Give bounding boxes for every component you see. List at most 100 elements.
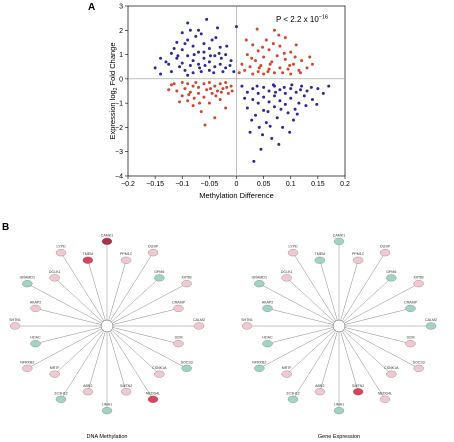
data-point-0 [267, 100, 271, 104]
data-point-1 [229, 84, 233, 88]
network-edge [106, 252, 154, 327]
network-node [193, 322, 205, 330]
x-tick-label: 0.05 [257, 181, 271, 188]
data-point-1 [299, 71, 303, 75]
network-hub-node [332, 319, 346, 333]
data-point-1 [186, 99, 190, 103]
data-point-1 [288, 64, 292, 67]
data-point-1 [214, 94, 218, 98]
network-node-label: SCM [406, 336, 414, 340]
data-point-1 [224, 81, 228, 84]
scatter-chart: −0.2 −0.15 −0.1 −0.05 0 0.05 0.1 0.15 0.2 −4 −3 −2… [108, 4, 350, 201]
data-point-0 [194, 34, 198, 38]
network-node-label: CALM2 [193, 318, 205, 322]
data-point-0 [278, 99, 282, 103]
network-edge [54, 325, 108, 375]
data-point-1 [199, 110, 203, 114]
data-point-0 [205, 17, 209, 21]
network-edge [259, 325, 340, 369]
data-point-0 [159, 72, 163, 76]
data-point-0 [290, 83, 294, 87]
data-point-0 [214, 36, 218, 40]
data-point-1 [277, 33, 281, 37]
network-edge [267, 308, 340, 327]
network-node-label: CALM2 [425, 318, 437, 322]
network-node-label: NEDD4L [378, 391, 392, 395]
data-point-1 [275, 54, 279, 58]
network-edge [87, 325, 108, 392]
network-node [262, 340, 273, 348]
data-point-0 [218, 45, 222, 49]
network-edge [35, 325, 108, 344]
data-point-0 [251, 87, 255, 91]
data-point-0 [316, 87, 320, 91]
network-edge [338, 325, 411, 344]
data-point-0 [282, 85, 286, 89]
data-point-0 [253, 113, 257, 117]
data-point-0 [207, 68, 211, 72]
network-edge [106, 308, 179, 327]
data-point-0 [180, 61, 184, 65]
network-title-dna-methylation: DNA Methylation [87, 434, 128, 440]
data-point-0 [256, 101, 260, 105]
data-point-0 [213, 65, 217, 69]
network-node [55, 395, 67, 403]
network-node-label: HDAC [262, 336, 273, 340]
network-node [314, 256, 325, 264]
network-node [154, 274, 165, 282]
data-point-0 [186, 38, 190, 42]
data-point-0 [178, 65, 182, 69]
data-point-0 [216, 26, 220, 30]
data-point-1 [283, 57, 287, 61]
data-point-0 [266, 110, 270, 114]
network-node [379, 395, 391, 403]
data-point-0 [262, 85, 266, 89]
network-node-label: TMEM [83, 252, 94, 256]
data-point-0 [315, 102, 319, 106]
y-axis-ticks: −4 −3 −2 −1 0 1 2 3 [115, 4, 128, 181]
network-node [30, 340, 41, 348]
data-point-0 [202, 42, 206, 46]
data-point-0 [188, 28, 192, 32]
network-edge [338, 325, 419, 369]
network-edge [338, 252, 386, 327]
data-point-0 [294, 90, 298, 94]
data-point-0 [217, 51, 221, 55]
data-point-0 [305, 89, 309, 93]
data-point-1 [244, 38, 248, 42]
data-point-0 [267, 89, 271, 93]
data-point-0 [175, 56, 179, 60]
network-edge [106, 325, 187, 369]
data-point-1 [188, 90, 192, 94]
data-point-0 [309, 85, 313, 89]
data-point-1 [191, 84, 195, 88]
data-point-0 [191, 59, 195, 63]
network-edge [338, 283, 419, 327]
data-point-1 [289, 50, 293, 54]
network-node [386, 274, 397, 282]
network-node-label: MRTF [282, 366, 293, 370]
data-point-0 [262, 95, 266, 99]
data-point-0 [180, 48, 184, 52]
data-point-0 [191, 44, 195, 48]
data-point-0 [180, 31, 184, 35]
network-node-label: GPM6 [154, 270, 164, 274]
p-value-text: P < 2.2 x 10 [276, 15, 319, 24]
data-point-0 [293, 107, 297, 111]
data-point-0 [283, 102, 287, 106]
x-tick-label: 0.1 [286, 181, 296, 188]
network-node-label: CAMK1 [333, 233, 345, 237]
data-point-0 [286, 111, 290, 115]
data-point-1 [261, 45, 265, 49]
data-point-0 [191, 71, 195, 75]
data-point-1 [253, 59, 257, 63]
data-point-0 [245, 106, 249, 110]
data-point-0 [224, 53, 228, 57]
data-point-1 [207, 81, 211, 84]
data-point-0 [289, 87, 293, 91]
network-edge [106, 325, 154, 400]
x-tick-label: −0.1 [175, 181, 189, 188]
network-node-label: AKAP2 [30, 300, 42, 304]
data-point-1 [255, 27, 259, 31]
data-point-0 [183, 42, 187, 46]
